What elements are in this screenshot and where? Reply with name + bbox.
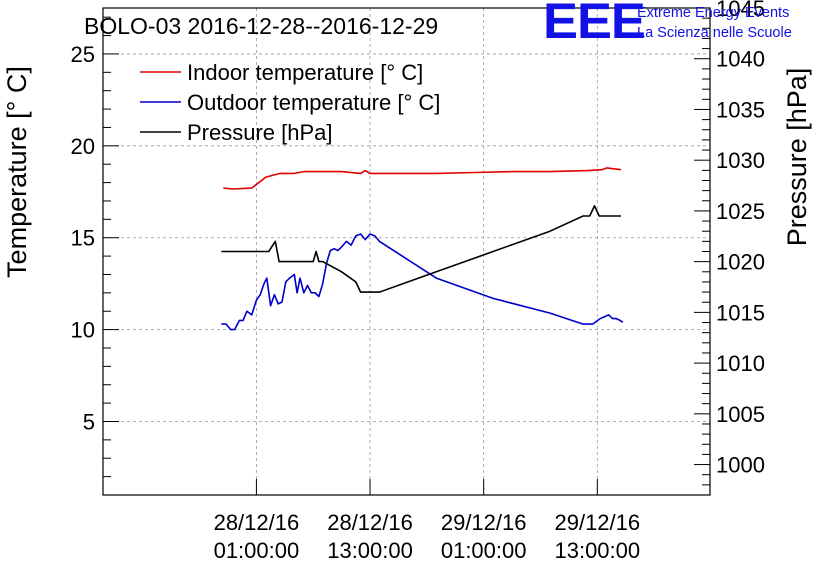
x-tick-label-time: 01:00:00 (214, 538, 300, 563)
y-tick-label: 25 (71, 42, 95, 67)
x-tick-label-time: 13:00:00 (327, 538, 413, 563)
logo-line-2: La Scienza nelle Scuole (637, 25, 792, 41)
legend: Indoor temperature [° C] Outdoor temperat… (140, 60, 440, 145)
y-tick-label: 10 (71, 318, 95, 343)
y2-axis-label: Pressure [hPa] (782, 68, 812, 247)
y2-tick-label: 1030 (716, 148, 765, 173)
chart-title: BOLO-03 2016-12-28--2016-12-29 (84, 13, 438, 39)
ticks (103, 7, 710, 496)
x-tick-label-date: 28/12/16 (214, 510, 300, 535)
y-axis-label: Temperature [° C] (2, 66, 32, 278)
legend-label-3: Pressure [hPa] (187, 120, 333, 145)
y2-tick-label: 1000 (716, 453, 765, 478)
grid (103, 8, 710, 495)
x-tick-label-time: 01:00:00 (441, 538, 527, 563)
series-line-3 (221, 205, 621, 293)
y2-tick-label: 1035 (716, 97, 765, 122)
x-tick-label-date: 29/12/16 (441, 510, 527, 535)
y2-tick-label: 1045 (716, 0, 765, 21)
series-line-1 (223, 167, 622, 190)
legend-label-1: Indoor temperature [° C] (187, 60, 423, 85)
tick-labels: 5101520251000100510101015102010251030103… (71, 0, 765, 563)
y2-tick-label: 1040 (716, 47, 765, 72)
y-tick-label: 20 (71, 134, 95, 159)
y2-tick-label: 1020 (716, 250, 765, 275)
series-line-2 (221, 233, 624, 331)
legend-label-2: Outdoor temperature [° C] (187, 90, 440, 115)
series-layer (221, 167, 624, 331)
y2-tick-label: 1010 (716, 351, 765, 376)
y2-tick-label: 1015 (716, 300, 765, 325)
y-tick-label: 5 (83, 409, 95, 434)
y2-tick-label: 1025 (716, 199, 765, 224)
eee-logo: EEE (543, 0, 646, 49)
y-tick-label: 15 (71, 226, 95, 251)
x-tick-label-date: 29/12/16 (554, 510, 640, 535)
x-tick-label-date: 28/12/16 (327, 510, 413, 535)
y2-tick-label: 1005 (716, 402, 765, 427)
x-tick-label-time: 13:00:00 (554, 538, 640, 563)
logo-line-1: Extreme Energy Events (637, 5, 790, 21)
